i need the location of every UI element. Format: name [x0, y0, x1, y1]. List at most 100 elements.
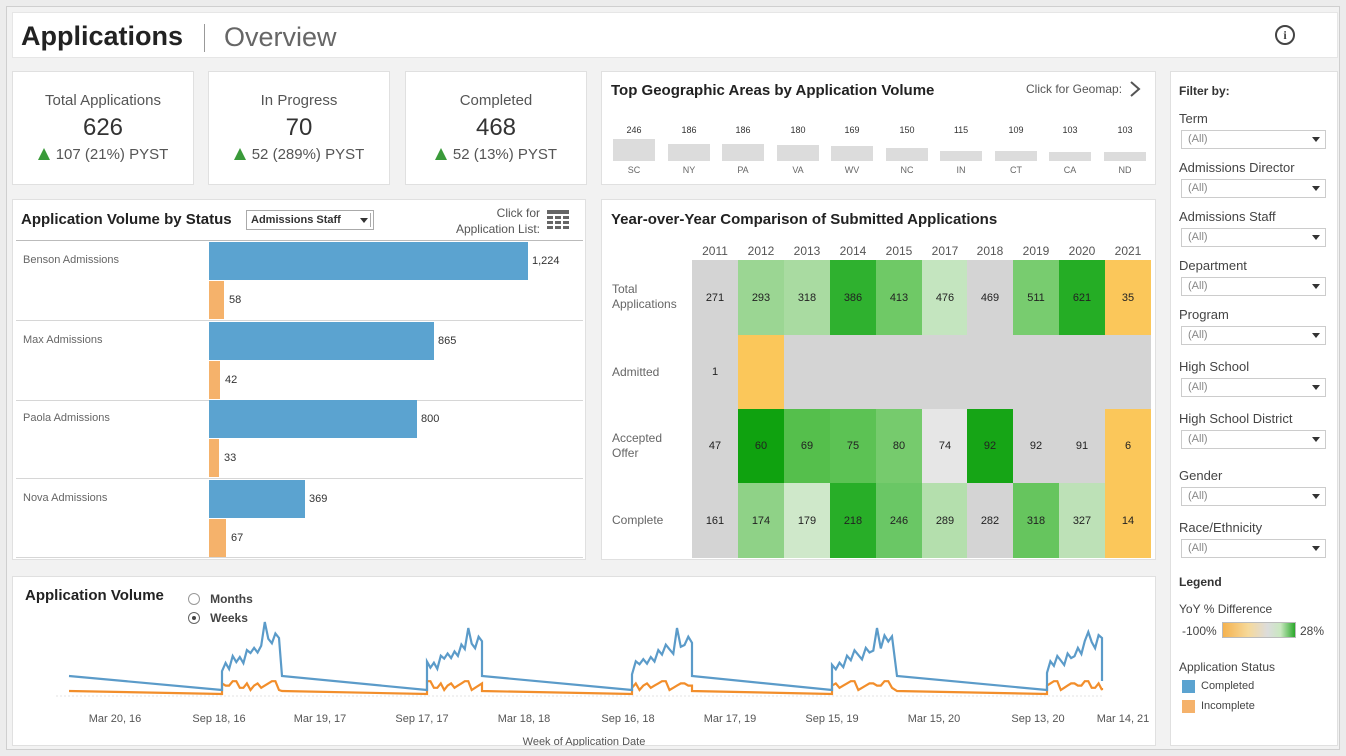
filter-select[interactable]: (All)	[1181, 277, 1326, 296]
heatmap-cell[interactable]: 35	[1105, 260, 1151, 335]
geomap-link[interactable]: Click for Geomap:	[1026, 82, 1123, 96]
filter-select[interactable]: (All)	[1181, 130, 1326, 149]
legend-completed-swatch	[1182, 680, 1195, 693]
heatmap-cell[interactable]: 47	[692, 409, 738, 483]
filter-label: Program	[1179, 307, 1229, 322]
filter-select[interactable]: (All)	[1181, 326, 1326, 345]
heatmap-cell[interactable]	[784, 335, 830, 409]
geo-bar[interactable]	[831, 146, 873, 161]
incomplete-bar[interactable]	[209, 281, 224, 319]
heatmap-cell[interactable]: 75	[830, 409, 876, 483]
geo-code: VA	[792, 165, 804, 175]
completed-bar[interactable]	[209, 400, 417, 438]
app-list-link[interactable]: Click for Application List:	[440, 205, 540, 237]
chevron-down-icon	[1312, 385, 1320, 390]
heatmap-cell[interactable]: 282	[967, 483, 1013, 558]
kpi-label: In Progress	[260, 92, 338, 109]
heatmap-cell[interactable]	[1059, 335, 1105, 409]
filter-select[interactable]: (All)	[1181, 228, 1326, 247]
geo-bar[interactable]	[1049, 152, 1091, 161]
geo-bar[interactable]	[995, 151, 1037, 161]
heatmap-cell[interactable]: 80	[876, 409, 922, 483]
kpi-in-progress[interactable]: In Progress 70 52 (289%) PYST	[208, 71, 390, 185]
heatmap-cell[interactable]: 476	[922, 260, 968, 335]
heatmap-cell[interactable]: 293	[738, 260, 784, 335]
year-label: 2017	[931, 244, 959, 258]
filter-label: High School	[1179, 359, 1250, 374]
heatmap-cell[interactable]: 413	[876, 260, 922, 335]
filter-select-value: (All)	[1188, 280, 1208, 292]
geo-bar[interactable]	[1104, 152, 1146, 161]
legend-heading: Legend	[1179, 575, 1222, 589]
geo-bar[interactable]	[613, 139, 655, 161]
geo-value: 186	[681, 125, 697, 135]
heatmap-cell[interactable]: 386	[830, 260, 876, 335]
heatmap-cell[interactable]: 69	[784, 409, 830, 483]
filter-select[interactable]: (All)	[1181, 487, 1326, 506]
heatmap-cell[interactable]: 14	[1105, 483, 1151, 558]
geo-code: PA	[737, 165, 749, 175]
status-title: Application Volume by Status	[21, 211, 232, 228]
geo-bar[interactable]	[668, 144, 710, 161]
kpi-completed[interactable]: Completed 468 52 (13%) PYST	[405, 71, 587, 185]
heatmap-cell[interactable]: 271	[692, 260, 738, 335]
incomplete-bar[interactable]	[209, 519, 226, 557]
heatmap-cell[interactable]: 246	[876, 483, 922, 558]
page-title: Applications	[21, 21, 184, 51]
info-icon[interactable]: i	[1275, 25, 1295, 45]
year-label: 2014	[839, 244, 867, 258]
filter-select[interactable]: (All)	[1181, 378, 1326, 397]
heatmap-cell[interactable]	[738, 335, 784, 409]
completed-bar[interactable]	[209, 480, 305, 518]
x-tick-label: Mar 17, 19	[704, 713, 757, 725]
heatmap-cell[interactable]: 92	[1013, 409, 1059, 483]
heatmap-cell[interactable]: 621	[1059, 260, 1105, 335]
heatmap-cell[interactable]: 318	[784, 260, 830, 335]
heatmap-cell[interactable]: 60	[738, 409, 784, 483]
filter-select[interactable]: (All)	[1181, 430, 1326, 449]
heatmap-cell[interactable]: 161	[692, 483, 738, 558]
radio-months[interactable]: Months	[188, 588, 253, 607]
heatmap-cell[interactable]: 174	[738, 483, 784, 558]
heatmap-cell[interactable]	[1105, 335, 1151, 409]
geo-value: 103	[1062, 125, 1078, 135]
heatmap-cell[interactable]	[922, 335, 968, 409]
staff-dropdown[interactable]: Admissions Staff	[246, 210, 374, 230]
heatmap-cell[interactable]	[967, 335, 1013, 409]
heatmap-cell[interactable]: 91	[1059, 409, 1105, 483]
heatmap-cell[interactable]: 1	[692, 335, 738, 409]
heatmap-cell[interactable]: 74	[922, 409, 968, 483]
incomplete-bar[interactable]	[209, 361, 220, 399]
heatmap-cell[interactable]: 327	[1059, 483, 1105, 558]
heatmap-cell[interactable]	[1013, 335, 1059, 409]
heatmap-cell[interactable]: 218	[830, 483, 876, 558]
filter-select[interactable]: (All)	[1181, 179, 1326, 198]
filter-select[interactable]: (All)	[1181, 539, 1326, 558]
kpi-total-applications[interactable]: Total Applications 626 107 (21%) PYST	[12, 71, 194, 185]
heatmap-cell[interactable]: 511	[1013, 260, 1059, 335]
completed-bar[interactable]	[209, 322, 434, 360]
heatmap-cell[interactable]	[830, 335, 876, 409]
heatmap-cell[interactable]: 469	[967, 260, 1013, 335]
heatmap-cell[interactable]: 318	[1013, 483, 1059, 558]
chevron-down-icon	[1312, 137, 1320, 142]
chevron-right-icon[interactable]	[1128, 80, 1142, 98]
geo-bar[interactable]	[777, 145, 819, 161]
heatmap-cell[interactable]: 6	[1105, 409, 1151, 483]
radio-icon	[188, 593, 200, 605]
heatmap-cell[interactable]	[876, 335, 922, 409]
geo-bar[interactable]	[722, 144, 764, 161]
heatmap-cell[interactable]: 92	[967, 409, 1013, 483]
kpi-value: 468	[475, 114, 517, 141]
geo-bar[interactable]	[940, 151, 982, 161]
incomplete-bar[interactable]	[209, 439, 219, 477]
completed-bar[interactable]	[209, 242, 528, 280]
heatmap-cell[interactable]: 289	[922, 483, 968, 558]
heatmap-cell[interactable]: 179	[784, 483, 830, 558]
metric-label-line1: Complete	[612, 513, 664, 527]
metric-label-line2: Offer	[612, 446, 639, 460]
geo-bar[interactable]	[886, 148, 928, 161]
table-grid-icon[interactable]	[546, 209, 570, 233]
chevron-down-icon	[1312, 494, 1320, 499]
radio-weeks[interactable]: Weeks	[188, 607, 248, 626]
